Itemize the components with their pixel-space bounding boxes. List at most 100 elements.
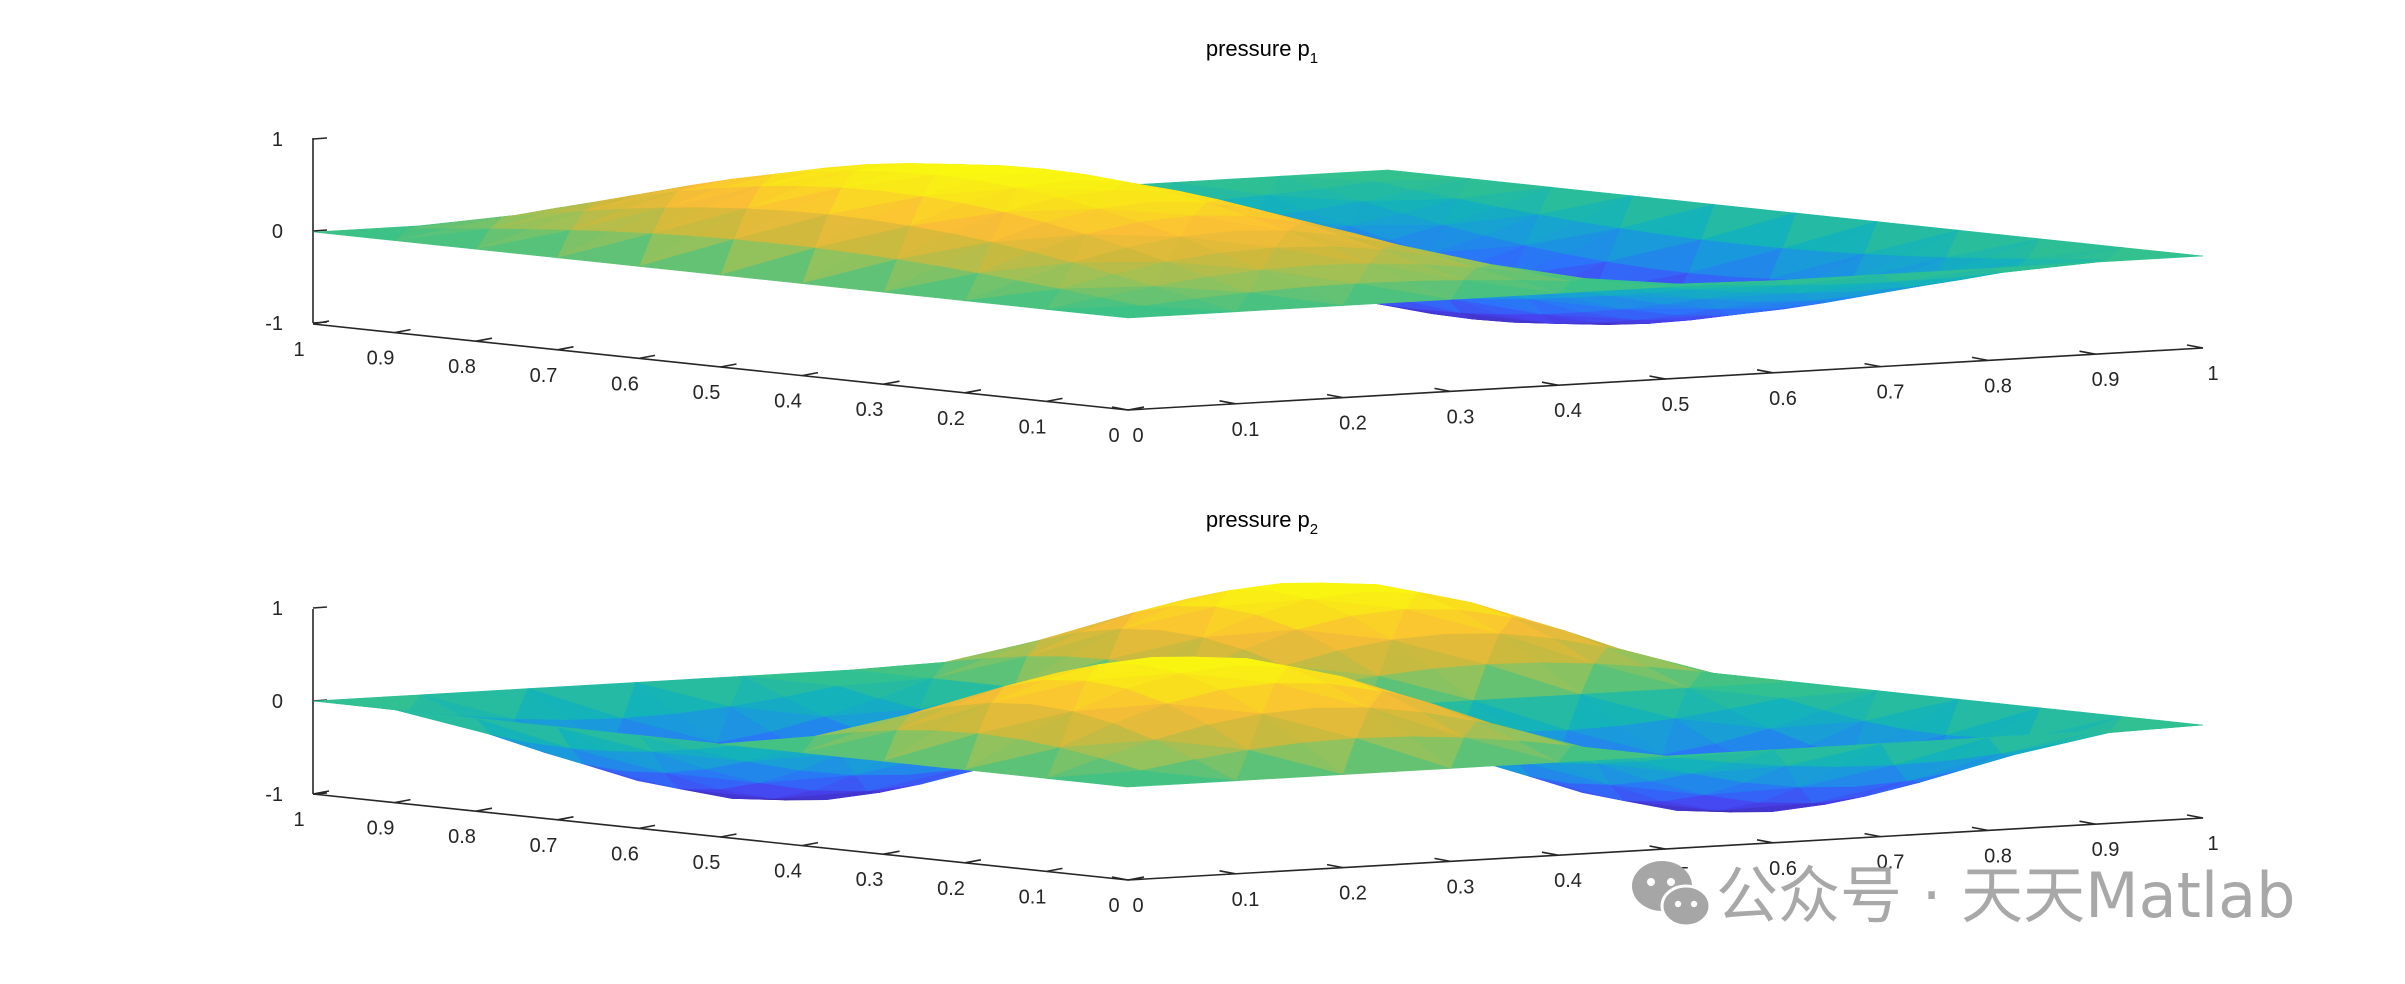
y-tick-mark: [312, 790, 330, 795]
y-tick-label: 0.1: [1019, 416, 1047, 438]
z-tick-label: 1: [272, 598, 283, 620]
y-tick-mark: [312, 320, 330, 325]
x-tick-mark: [2079, 350, 2096, 355]
chart-title-subscript: 1: [1310, 50, 1318, 67]
y-tick-mark: [1127, 876, 1145, 881]
z-tick-label: 0: [272, 691, 283, 713]
chart-title-2: pressure p2: [1206, 507, 1318, 538]
x-tick-label: 0.7: [1877, 382, 1905, 404]
y-tick-mark: [638, 824, 656, 830]
y-tick-mark: [964, 389, 982, 394]
z-tick-label: 1: [272, 129, 283, 151]
y-tick-label: 0.5: [693, 382, 721, 404]
x-tick-mark: [2079, 820, 2096, 825]
y-tick-mark: [801, 841, 819, 847]
y-tick-mark: [883, 850, 900, 855]
chart-title-main: pressure p: [1206, 507, 1310, 532]
x-tick-label: 0.2: [1339, 413, 1367, 435]
surface-face: [1004, 747, 1061, 779]
y-tick-label: 0.5: [693, 852, 721, 874]
surface-face: [1342, 283, 1397, 306]
z-tick-mark: [312, 606, 328, 609]
z-tick-label: -1: [265, 784, 283, 806]
x-tick-label: 0.2: [1339, 883, 1367, 905]
x-tick-label: 0.4: [1554, 870, 1582, 892]
y-tick-mark: [638, 354, 656, 360]
x-tick-mark: [1541, 381, 1559, 386]
surface-face: [1342, 738, 1398, 775]
y-tick-mark: [475, 337, 493, 342]
y-tick-label: 0.1: [1019, 886, 1047, 908]
y-tick-mark: [720, 833, 737, 838]
x-tick-mark: [1649, 845, 1666, 850]
y-tick-label: 0.4: [774, 391, 802, 413]
y-tick-mark: [720, 363, 737, 368]
x-tick-mark: [1434, 857, 1451, 863]
surface-face: [841, 258, 898, 293]
y-tick-label: 0.2: [937, 878, 965, 900]
surface-mesh: [312, 163, 2204, 325]
y-tick-label: 0.3: [856, 399, 884, 421]
x-tick-label: 0.9: [2092, 369, 2120, 391]
x-tick-mark: [1756, 369, 1774, 374]
y-tick-mark: [394, 328, 411, 334]
y-tick-label: 1: [293, 809, 304, 831]
x-tick-label: 0.7: [1877, 852, 1905, 874]
y-tick-label: 0.8: [448, 356, 476, 378]
y-tick-mark: [964, 859, 982, 864]
x-tick-label: 0.9: [2092, 839, 2120, 861]
surface-mesh: [312, 582, 2204, 813]
z-tick-mark: [312, 229, 328, 232]
y-tick-mark: [1046, 867, 1063, 873]
x-tick-label: 0.8: [1984, 845, 2012, 867]
x-tick-label: 0.6: [1769, 858, 1797, 880]
chart-title-main: pressure p: [1206, 36, 1310, 61]
y-tick-label: 0.6: [611, 373, 639, 395]
surface-face: [1087, 305, 1142, 319]
x-tick-mark: [1219, 400, 1236, 405]
x-tick-mark: [1971, 826, 1989, 832]
x-tick-label: 0: [1132, 425, 1143, 447]
x-tick-label: 0.6: [1769, 388, 1797, 410]
y-tick-mark: [1127, 406, 1145, 411]
x-tick-label: 0.1: [1232, 889, 1260, 911]
z-tick-label: 0: [272, 221, 283, 243]
x-tick-label: 0.1: [1232, 419, 1260, 441]
y-tick-label: 0.9: [367, 818, 395, 840]
x-tick-mark: [1326, 393, 1344, 399]
chart-title-subscript: 2: [1310, 521, 1318, 538]
y-tick-mark: [883, 380, 900, 385]
y-tick-label: 0.9: [367, 348, 395, 370]
surface-face: [761, 735, 816, 753]
surface-face: [597, 233, 653, 267]
x-tick-mark: [1434, 387, 1451, 393]
watermark: 公众号 · 天天Matlab: [1632, 859, 2296, 932]
y-tick-label: 0.4: [774, 861, 802, 883]
x-tick-mark: [1971, 356, 1989, 362]
chart-title-1: pressure p1: [1206, 36, 1318, 67]
surface-face: [923, 272, 979, 302]
z-tick-mark: [312, 137, 328, 140]
y-tick-label: 0.7: [530, 365, 558, 387]
y-tick-mark: [557, 346, 574, 351]
x-tick-label: 0: [1132, 895, 1143, 917]
y-tick-label: 0.3: [856, 869, 884, 891]
y-tick-mark: [801, 371, 819, 377]
x-tick-label: 1: [2207, 363, 2218, 385]
x-tick-label: 1: [2207, 833, 2218, 855]
surface-face: [1005, 288, 1061, 310]
y-tick-label: 0: [1108, 895, 1119, 917]
x-tick-label: 0.4: [1554, 400, 1582, 422]
surface-face: [353, 228, 409, 241]
surface-face: [1087, 770, 1142, 788]
x-tick-mark: [1541, 851, 1559, 856]
x-tick-label: 0.3: [1447, 406, 1475, 428]
x-tick-mark: [1649, 375, 1666, 380]
x-tick-mark: [2186, 344, 2204, 349]
surface-face: [923, 733, 979, 771]
z-tick-label: -1: [265, 313, 283, 335]
y-tick-mark: [475, 807, 493, 812]
x-tick-label: 0.3: [1447, 876, 1475, 898]
